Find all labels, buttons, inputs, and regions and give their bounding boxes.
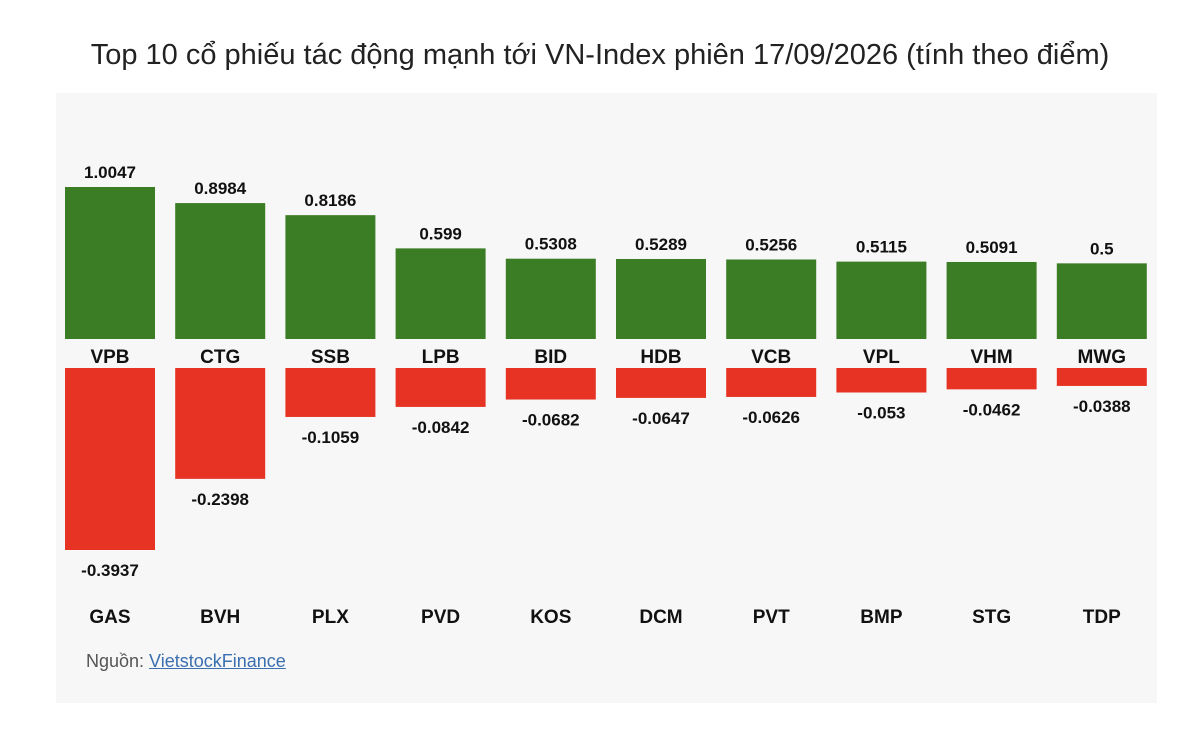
- positive-value-label: 0.5256: [745, 235, 797, 254]
- positive-category-label: VPL: [863, 347, 900, 368]
- negative-value-label: -0.1059: [302, 428, 360, 447]
- positive-category-label: VHM: [970, 347, 1012, 368]
- positive-bar: [616, 258, 706, 339]
- negative-category-label: BVH: [200, 607, 240, 628]
- positive-category-label: MWG: [1078, 347, 1127, 368]
- negative-bar: [1056, 368, 1147, 386]
- positive-value-label: 0.5115: [856, 238, 907, 257]
- chart-panel: 1.0047 VPB -0.3937 GAS 0.8984 CTG -0.2398 BVH 0.…: [56, 93, 1157, 703]
- positive-bar: [1056, 263, 1147, 339]
- positive-value-label: 0.5091: [966, 238, 1018, 257]
- positive-bar: [726, 259, 817, 339]
- positive-category-label: CTG: [200, 347, 240, 368]
- positive-bar: [946, 261, 1037, 339]
- negative-category-label: TDP: [1083, 607, 1121, 628]
- positive-value-label: 0.5308: [525, 235, 577, 254]
- negative-bar: [285, 368, 376, 417]
- bar-chart: 1.0047 VPB -0.3937 GAS 0.8984 CTG -0.2398 BVH 0.…: [65, 163, 1147, 628]
- positive-category-label: VPB: [90, 347, 129, 368]
- positive-category-label: SSB: [311, 347, 350, 368]
- positive-value-label: 0.8984: [194, 179, 247, 198]
- negative-value-label: -0.0842: [412, 418, 470, 437]
- negative-value-label: -0.0462: [963, 400, 1021, 419]
- positive-bar: [395, 248, 486, 339]
- negative-bar: [946, 368, 1037, 390]
- positive-bar: [65, 187, 155, 339]
- negative-category-label: GAS: [89, 607, 130, 628]
- negative-bar: [65, 368, 155, 550]
- positive-category-label: HDB: [640, 347, 681, 368]
- negative-category-label: STG: [972, 607, 1011, 628]
- positive-bar: [836, 261, 927, 339]
- negative-value-label: -0.0626: [742, 408, 800, 427]
- negative-value-label: -0.0388: [1073, 397, 1131, 416]
- positive-value-label: 0.8186: [304, 191, 356, 210]
- positive-category-label: BID: [534, 347, 567, 368]
- chart-title: Top 10 cổ phiếu tác động mạnh tới VN-Ind…: [90, 39, 1110, 71]
- negative-bar: [505, 368, 596, 400]
- negative-bar: [836, 368, 927, 393]
- positive-value-label: 0.599: [419, 224, 462, 243]
- positive-category-label: LPB: [422, 347, 460, 368]
- positive-category-label: VCB: [751, 347, 791, 368]
- negative-category-label: KOS: [530, 607, 571, 628]
- source-link[interactable]: VietstockFinance: [149, 651, 286, 671]
- positive-bar: [175, 203, 266, 339]
- negative-bar: [175, 368, 266, 479]
- negative-bar: [395, 368, 486, 407]
- positive-value-label: 0.5: [1090, 239, 1114, 258]
- positive-bar: [505, 258, 596, 339]
- negative-value-label: -0.053: [857, 404, 905, 423]
- positive-bar: [285, 215, 376, 339]
- positive-value-label: 0.5289: [635, 235, 687, 254]
- negative-value-label: -0.0682: [522, 411, 580, 430]
- source-note: Nguồn: VietstockFinance: [86, 651, 286, 672]
- negative-category-label: DCM: [639, 607, 682, 628]
- positive-value-label: 1.0047: [84, 163, 136, 182]
- negative-bar: [726, 368, 817, 397]
- negative-category-label: PVD: [421, 607, 460, 628]
- source-prefix: Nguồn:: [86, 651, 150, 671]
- negative-category-label: PLX: [312, 607, 349, 628]
- negative-category-label: PVT: [753, 607, 790, 628]
- negative-value-label: -0.2398: [191, 490, 249, 509]
- negative-value-label: -0.0647: [632, 409, 690, 428]
- negative-bar: [616, 368, 706, 398]
- negative-category-label: BMP: [860, 607, 903, 628]
- negative-value-label: -0.3937: [81, 561, 139, 580]
